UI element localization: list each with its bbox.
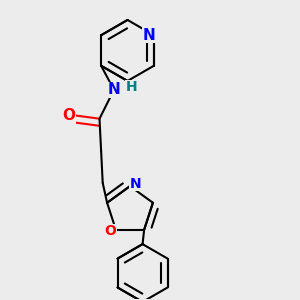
Text: O: O: [62, 108, 75, 123]
Text: O: O: [104, 224, 116, 238]
Text: N: N: [143, 28, 155, 43]
Text: N: N: [130, 177, 142, 190]
Text: H: H: [126, 80, 137, 94]
Text: N: N: [108, 82, 120, 97]
